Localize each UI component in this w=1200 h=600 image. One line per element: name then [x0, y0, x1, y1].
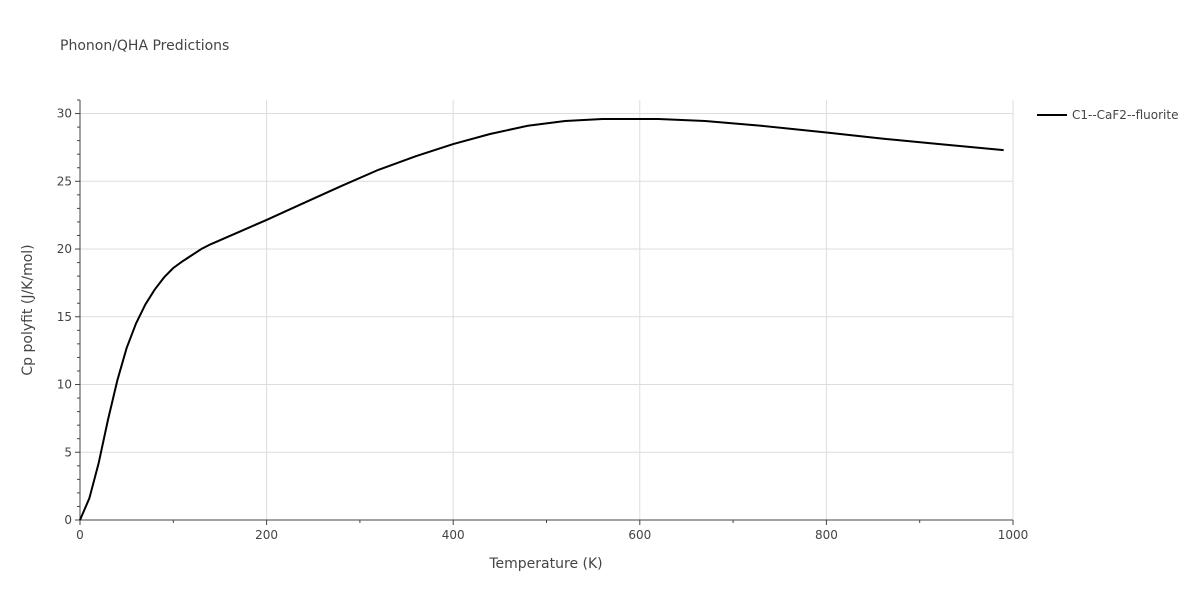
y-tick-label: 0 [64, 513, 72, 527]
legend[interactable]: C1--CaF2--fluorite [1037, 108, 1178, 122]
x-tick-label: 400 [442, 528, 465, 542]
series-layer [79, 117, 1004, 521]
y-tick-label: 20 [57, 242, 72, 256]
x-tick-label: 0 [76, 528, 84, 542]
x-tick-label: 800 [815, 528, 838, 542]
chart-title: Phonon/QHA Predictions [60, 38, 229, 54]
x-axis-label: Temperature (K) [488, 556, 602, 572]
y-tick-label: 15 [57, 310, 72, 324]
y-axis-label: Cp polyfit (J/K/mol) [20, 244, 36, 375]
x-tick-label: 600 [628, 528, 651, 542]
x-tick-label: 200 [255, 528, 278, 542]
legend-label: C1--CaF2--fluorite [1072, 108, 1178, 122]
y-tick-label: 30 [57, 107, 72, 121]
axes: 0 200 400 600 800 1000 0 5 10 15 20 25 30 [57, 99, 1029, 542]
series-line [79, 117, 1004, 521]
y-tick-label: 10 [57, 378, 72, 392]
y-tick-label: 25 [57, 174, 72, 188]
grid [80, 100, 1014, 520]
y-tick-label: 5 [64, 445, 72, 459]
x-tick-label: 1000 [998, 528, 1029, 542]
